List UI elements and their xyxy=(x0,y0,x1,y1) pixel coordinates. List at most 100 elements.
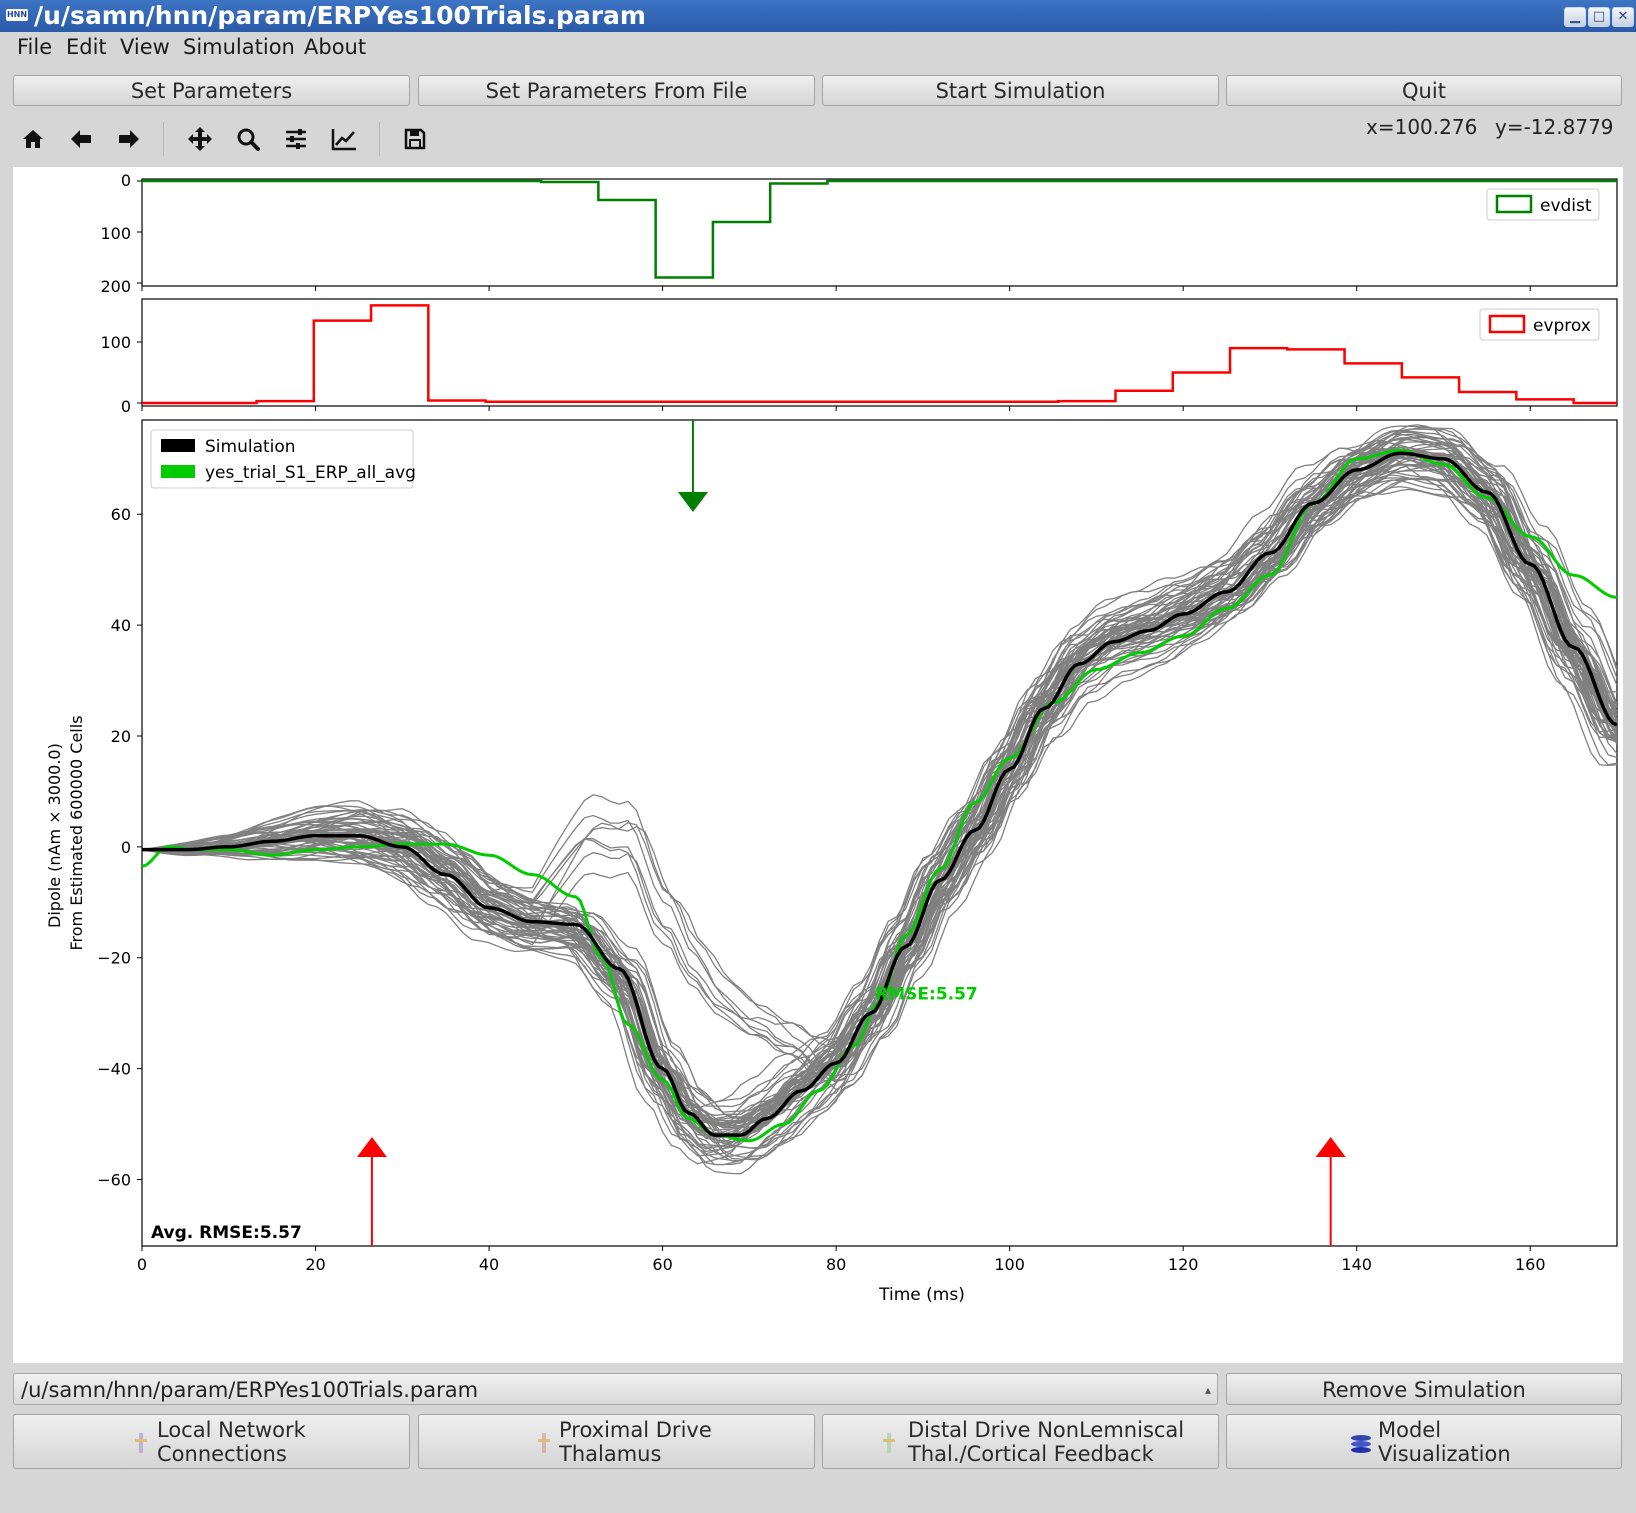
data-legend-swatch xyxy=(161,465,195,478)
evdist-axes-frame xyxy=(141,178,1618,287)
trial-trace xyxy=(142,456,1617,1125)
y-coordinate-readout: y=-12.8779 xyxy=(1495,115,1614,139)
local-network-connections-label: Local Network Connections xyxy=(157,1418,306,1466)
dipole-ytick-label: 0 xyxy=(121,838,131,857)
evprox-legend-label: evprox xyxy=(1533,316,1591,336)
trial-traces xyxy=(142,424,1617,1175)
input-arrows xyxy=(356,420,1346,1246)
save-icon[interactable] xyxy=(398,122,432,156)
avg-rmse-label: Avg. RMSE:5.57 xyxy=(151,1223,302,1243)
set-parameters-from-file-button[interactable]: Set Parameters From File xyxy=(418,75,815,106)
local-network-connections-button[interactable]: Local Network Connections xyxy=(13,1414,410,1469)
maximize-icon[interactable]: □ xyxy=(1588,7,1610,27)
model-visualization-button[interactable]: Model Visualization xyxy=(1226,1414,1622,1469)
menu-bar: File Edit View Simulation About xyxy=(0,32,1636,64)
trial-trace xyxy=(142,448,1617,1157)
menu-edit[interactable]: Edit xyxy=(66,35,107,59)
simulation-legend-swatch xyxy=(161,439,195,452)
dipole-xtick-label: 160 xyxy=(1515,1255,1546,1274)
param-file-value: /u/samn/hnn/param/ERPYes100Trials.param xyxy=(21,1378,479,1402)
dipole-xtick-label: 20 xyxy=(305,1255,325,1274)
back-arrow-icon[interactable] xyxy=(64,122,98,156)
rmse-label: RMSE:5.57 xyxy=(875,984,978,1004)
trial-trace xyxy=(142,454,1617,1138)
evprox-ytick-100: 100 xyxy=(100,333,131,352)
trial-trace xyxy=(142,445,1617,1119)
evdist-ytick-200: 200 xyxy=(100,277,131,296)
evdist-legend-swatch xyxy=(1495,194,1533,214)
dipole-xtick-label: 120 xyxy=(1168,1255,1199,1274)
proximal-input-arrow xyxy=(356,1137,387,1246)
menu-about[interactable]: About xyxy=(304,35,367,59)
dipole-xtick-label: 140 xyxy=(1341,1255,1372,1274)
distal-drive-button[interactable]: Distal Drive NonLemniscal Thal./Cortical… xyxy=(822,1414,1219,1469)
title-bar: HNN /u/samn/hnn/param/ERPYes100Trials.pa… xyxy=(0,0,1636,32)
window-title: /u/samn/hnn/param/ERPYes100Trials.param xyxy=(34,1,646,30)
remove-simulation-button[interactable]: Remove Simulation xyxy=(1226,1373,1622,1405)
pan-icon[interactable] xyxy=(183,122,217,156)
evdist-ytick-0: 0 xyxy=(121,171,131,190)
menu-simulation[interactable]: Simulation xyxy=(183,35,295,59)
dipole-xtick-label: 0 xyxy=(137,1255,147,1274)
evdist-legend-label: evdist xyxy=(1540,196,1592,216)
model-visualization-icon xyxy=(1351,1435,1371,1453)
distal-drive-label: Distal Drive NonLemniscal Thal./Cortical… xyxy=(908,1418,1185,1466)
evdist-subplot: 0 100 200 evdist xyxy=(100,171,1618,296)
dipole-ytick-label: −60 xyxy=(97,1170,131,1189)
param-file-select[interactable]: /u/samn/hnn/param/ERPYes100Trials.param … xyxy=(13,1373,1218,1429)
trial-trace xyxy=(142,450,1617,1150)
trial-trace xyxy=(142,438,1617,1122)
dipole-xtick-label: 60 xyxy=(652,1255,672,1274)
set-parameters-button[interactable]: Set Parameters xyxy=(13,75,410,106)
close-icon[interactable]: ✕ xyxy=(1612,7,1634,27)
model-visualization-label: Model Visualization xyxy=(1378,1418,1511,1466)
axes-edit-icon[interactable] xyxy=(327,122,361,156)
distal-drive-icon xyxy=(883,1433,895,1453)
x-axis-label: Time (ms) xyxy=(878,1285,965,1305)
evprox-ytick-0: 0 xyxy=(121,397,131,416)
figure: 0 100 200 evdist 100 0 evprox xyxy=(45,171,1618,1305)
trial-trace xyxy=(142,453,1617,1091)
menu-view[interactable]: View xyxy=(120,35,170,59)
simulation-legend-label: Simulation xyxy=(205,437,296,457)
subplots-config-icon[interactable] xyxy=(279,122,313,156)
app-icon: HNN xyxy=(6,9,28,21)
y-axis-label-line-1: Dipole (nAm × 3000.0) xyxy=(45,743,64,928)
forward-arrow-icon[interactable] xyxy=(112,122,146,156)
trial-trace xyxy=(142,453,1617,1123)
quit-button[interactable]: Quit xyxy=(1226,75,1622,106)
proximal-drive-icon xyxy=(538,1433,550,1453)
dipole-ytick-label: 40 xyxy=(111,616,131,635)
dipole-subplot: 60 40 20 0 −20 −40 −60 0 20 40 60 80 100 120 140 160 T… xyxy=(45,419,1618,1305)
minimize-icon[interactable]: ▁ xyxy=(1564,7,1586,27)
zoom-icon[interactable] xyxy=(231,122,265,156)
data-legend-label: yes_trial_S1_ERP_all_avg xyxy=(205,463,416,483)
dipole-xtick-label: 100 xyxy=(994,1255,1025,1274)
evdist-ytick-100: 100 xyxy=(100,224,131,243)
dipole-xtick-label: 40 xyxy=(479,1255,499,1274)
start-simulation-button[interactable]: Start Simulation xyxy=(822,75,1219,106)
evprox-histogram xyxy=(142,304,1617,405)
menu-file[interactable]: File xyxy=(17,35,53,59)
dipole-ytick-label: 60 xyxy=(111,505,131,524)
trial-trace xyxy=(142,476,1617,1165)
y-axis-label: Dipole (nAm × 3000.0) From Estimated 600… xyxy=(45,715,86,950)
proximal-input-arrow xyxy=(1315,1137,1346,1246)
distal-input-arrow xyxy=(677,420,708,512)
dipole-x-ticks: 0 20 40 60 80 100 120 140 160 xyxy=(137,1246,1546,1274)
x-coordinate-readout: x=100.276 xyxy=(1366,115,1478,139)
home-icon[interactable] xyxy=(16,122,50,156)
dipole-ytick-label: 20 xyxy=(111,727,131,746)
plot-canvas[interactable]: 0 100 200 evdist 100 0 evprox xyxy=(13,167,1623,1363)
evprox-axes-frame xyxy=(141,298,1618,407)
proximal-drive-label: Proximal Drive Thalamus xyxy=(559,1418,712,1466)
trial-trace xyxy=(142,454,1617,1122)
toolbar-separator xyxy=(163,122,164,156)
dipole-ytick-label: −40 xyxy=(97,1060,131,1079)
evprox-legend-swatch xyxy=(1488,314,1526,334)
toolbar-separator xyxy=(379,122,380,156)
y-axis-label-line-2: From Estimated 600000 Cells xyxy=(67,715,86,950)
dipole-ytick-label: −20 xyxy=(97,949,131,968)
evdist-histogram xyxy=(142,179,1617,279)
proximal-drive-button[interactable]: Proximal Drive Thalamus xyxy=(418,1414,815,1469)
